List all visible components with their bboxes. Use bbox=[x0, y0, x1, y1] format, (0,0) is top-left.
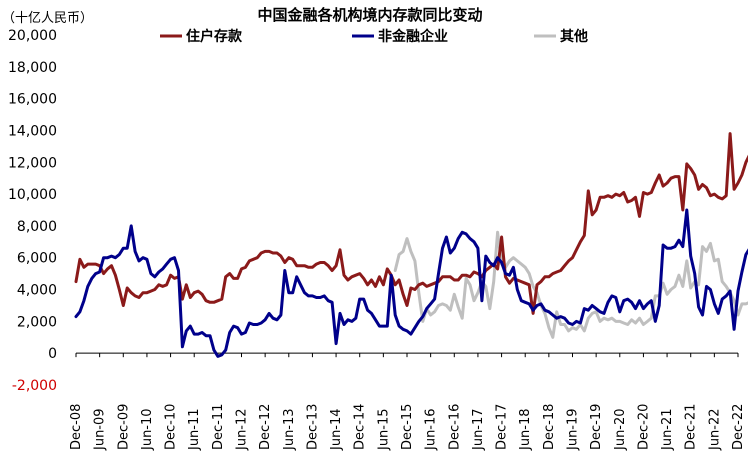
x-tick-label: Dec-14 bbox=[353, 404, 368, 450]
x-tick-label: Jun-22 bbox=[707, 408, 722, 451]
x-tick-label: Jun-15 bbox=[376, 408, 391, 451]
x-tick-label: Dec-10 bbox=[164, 404, 179, 450]
y-tick-label: 16,000 bbox=[8, 92, 57, 108]
x-tick-label: Dec-17 bbox=[495, 404, 510, 450]
x-tick-label: Dec-20 bbox=[636, 404, 651, 450]
y-tick-label: 20,000 bbox=[8, 28, 57, 44]
x-tick-label: Dec-16 bbox=[447, 404, 462, 450]
x-tick-label: Dec-09 bbox=[116, 404, 131, 450]
x-tick-label: Dec-15 bbox=[400, 404, 415, 450]
x-tick-label: Dec-13 bbox=[305, 404, 320, 450]
y-tick-label: 4,000 bbox=[17, 283, 57, 299]
x-tick-label: Jun-11 bbox=[187, 408, 202, 451]
x-tick-label: Dec-12 bbox=[258, 404, 273, 450]
x-tick-label: Jun-16 bbox=[424, 408, 439, 451]
series-lines bbox=[74, 132, 748, 358]
y-tick-label: 8,000 bbox=[17, 219, 57, 235]
x-tick-label: Jun-21 bbox=[660, 408, 675, 451]
y-tick-label: 12,000 bbox=[8, 155, 57, 171]
x-tick-label: Jun-09 bbox=[93, 408, 108, 451]
x-tick-label: Jun-17 bbox=[471, 408, 486, 451]
series-line-2 bbox=[393, 230, 748, 339]
chart-title: 中国金融各机构境内存款同比变动 bbox=[257, 6, 482, 24]
x-axis-ticks: Dec-08 Jun-09 Dec-09 Jun-10 Dec-10 Jun-11 Dec-… bbox=[69, 353, 746, 451]
x-tick-label: Dec-22 bbox=[731, 404, 746, 450]
x-tick-label: Dec-18 bbox=[542, 404, 557, 450]
x-tick-label: Jun-12 bbox=[235, 408, 250, 451]
y-tick-label: 2,000 bbox=[17, 314, 57, 330]
y-tick-label: 14,000 bbox=[8, 123, 57, 139]
series-line-1 bbox=[74, 208, 748, 358]
legend-label-0: 住户存款 bbox=[186, 28, 243, 45]
x-tick-label: Jun-13 bbox=[282, 408, 297, 451]
unit-label: （十亿人民币） bbox=[2, 11, 93, 26]
y-tick-label: 0 bbox=[48, 346, 57, 362]
y-tick-label: 18,000 bbox=[8, 60, 57, 76]
x-tick-label: Jun-19 bbox=[566, 408, 581, 451]
series-line-0 bbox=[74, 132, 748, 315]
x-tick-label: Dec-11 bbox=[211, 404, 226, 450]
legend-label-1: 非金融企业 bbox=[378, 28, 448, 45]
x-tick-label: Jun-20 bbox=[613, 408, 628, 451]
y-tick-label: 10,000 bbox=[8, 187, 57, 203]
x-tick-label: Dec-08 bbox=[69, 404, 84, 450]
legend: 住户存款 非金融企业 其他 bbox=[160, 28, 588, 45]
x-tick-label: Dec-19 bbox=[589, 404, 604, 450]
x-tick-label: Jun-18 bbox=[518, 408, 533, 451]
y-tick-label: -2,000 bbox=[12, 378, 57, 394]
x-tick-label: Jun-10 bbox=[140, 408, 155, 451]
legend-label-2: 其他 bbox=[560, 28, 588, 45]
y-axis-ticks: -2,000 0 2,000 4,000 6,000 8,000 10,000 12,000 1… bbox=[8, 28, 57, 394]
y-tick-label: 6,000 bbox=[17, 251, 57, 267]
x-tick-label: Dec-21 bbox=[684, 404, 699, 450]
x-tick-label: Jun-14 bbox=[329, 408, 344, 451]
